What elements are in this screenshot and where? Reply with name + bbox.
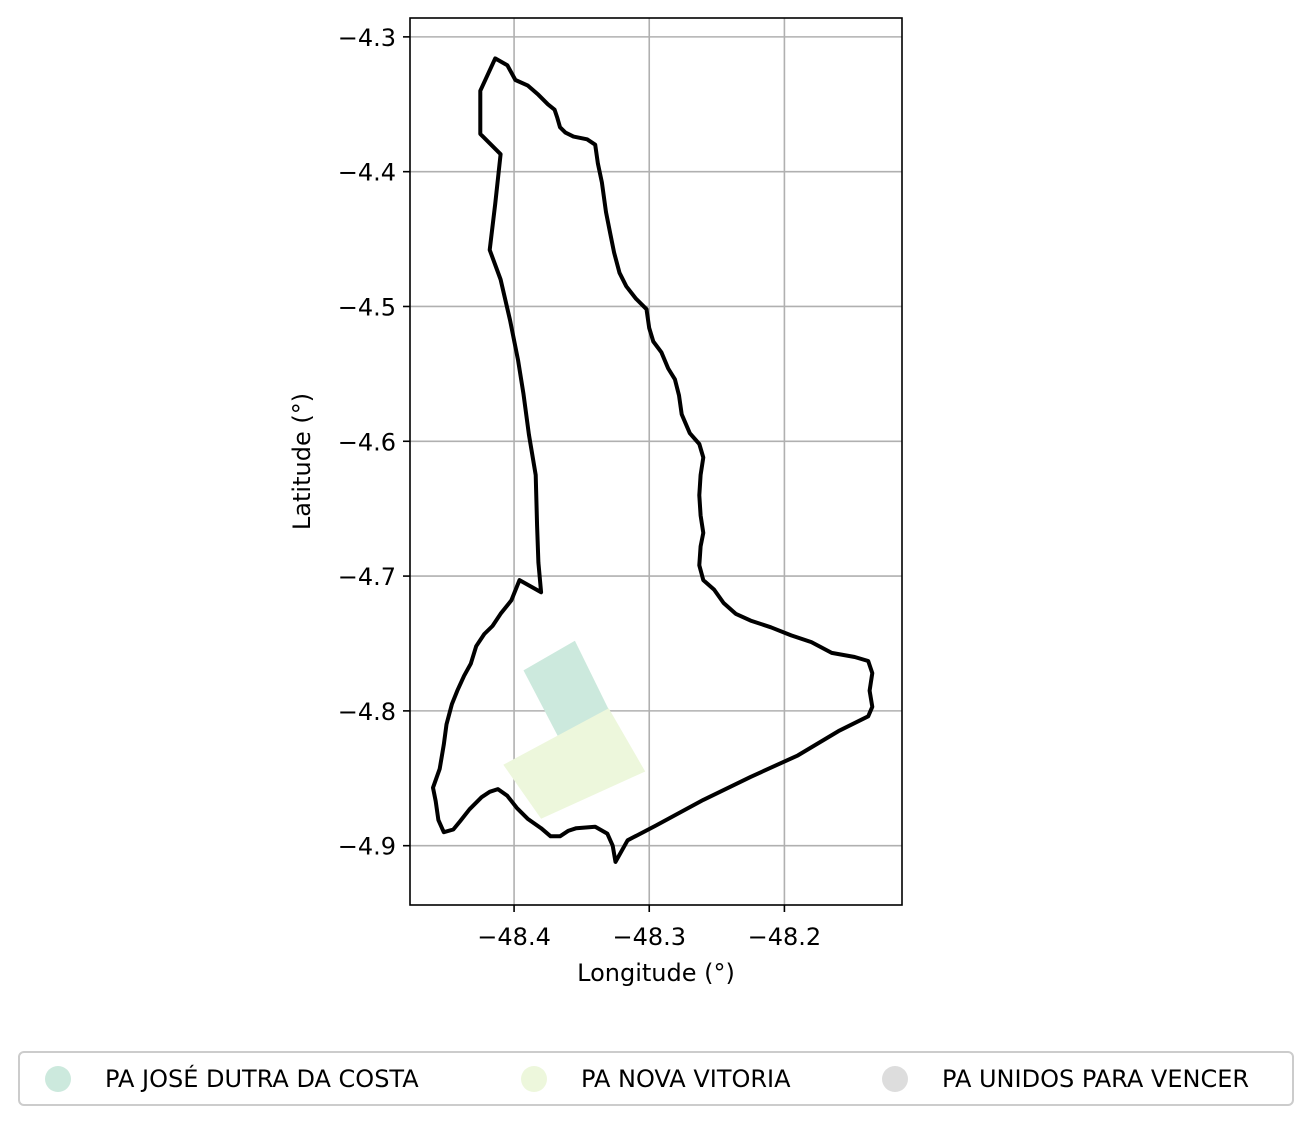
x-tick-label: −48.4 (477, 923, 551, 951)
x-tick-label: −48.3 (612, 923, 686, 951)
settlement-polygon (503, 708, 646, 819)
legend-marker (882, 1066, 908, 1092)
settlement-polygons (503, 640, 646, 819)
legend-label: PA JOSÉ DUTRA DA COSTA (105, 1064, 419, 1093)
y-tick-label: −4.8 (338, 698, 396, 726)
x-axis: −48.4 −48.3 −48.2 (477, 905, 821, 951)
y-axis-title: Latitude (°) (288, 393, 316, 530)
y-tick-label: −4.3 (338, 24, 396, 52)
y-tick-label: −4.6 (338, 428, 396, 456)
legend-label: PA NOVA VITORIA (581, 1065, 791, 1093)
legend-marker (45, 1066, 71, 1092)
legend: PA JOSÉ DUTRA DA COSTA PA NOVA VITORIA PA … (18, 1051, 1294, 1106)
y-tick-label: −4.4 (338, 159, 396, 187)
grid (410, 18, 902, 905)
y-tick-label: −4.9 (338, 833, 396, 861)
y-axis: −4.3 −4.4 −4.5 −4.6 −4.7 −4.8 −4.9 (338, 24, 410, 861)
plot-frame (409, 17, 903, 906)
municipality-boundary (431, 56, 875, 864)
settlement-polygon (523, 640, 609, 738)
legend-marker (521, 1066, 547, 1092)
legend-label: PA UNIDOS PARA VENCER (942, 1065, 1249, 1093)
x-axis-title: Longitude (°) (577, 959, 735, 987)
x-tick-label: −48.2 (748, 923, 822, 951)
y-tick-label: −4.7 (338, 563, 396, 591)
y-tick-label: −4.5 (338, 293, 396, 321)
legend-frame (18, 1051, 1294, 1106)
